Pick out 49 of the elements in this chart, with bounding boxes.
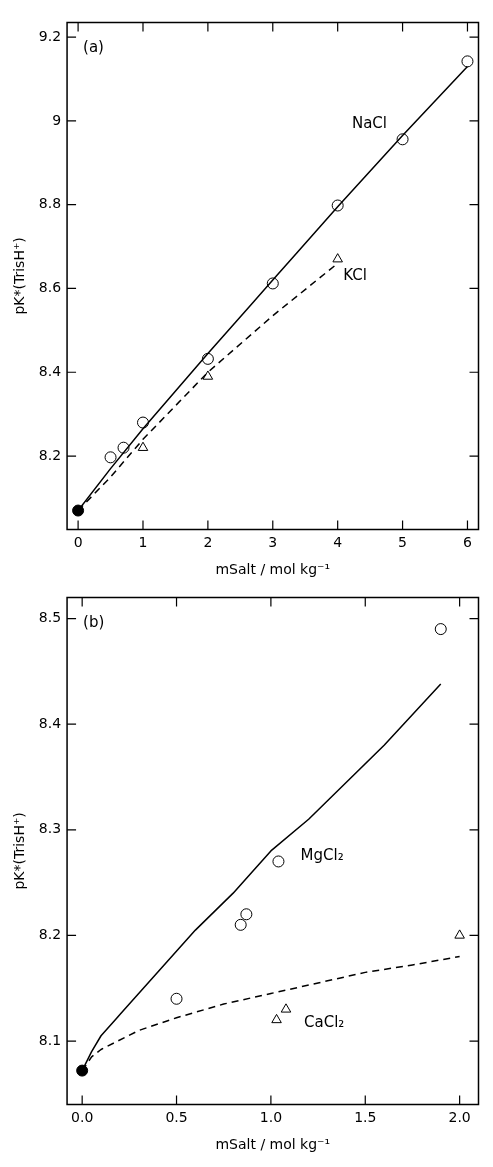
y-tick-label: 8.4: [38, 714, 62, 731]
y-tick-label: 8.3: [38, 820, 62, 837]
point: [104, 451, 117, 464]
x-tick-label: 0.0: [71, 1109, 94, 1126]
x-tick-label: 6: [463, 534, 473, 551]
x-axis-title: mSalt / mol kg⁻¹: [215, 1136, 331, 1153]
point: [202, 370, 214, 380]
point: [76, 1064, 89, 1077]
x-tick-label: 2.0: [448, 1109, 471, 1126]
x-axis-title: mSalt / mol kg⁻¹: [215, 561, 331, 578]
x-tick-label: 0.5: [165, 1109, 188, 1126]
x-tick-label: 2: [203, 534, 213, 551]
point: [271, 1013, 282, 1024]
y-tick-label: 8.4: [38, 362, 62, 379]
point: [72, 504, 85, 517]
text: (a): [83, 38, 104, 57]
x-tick-label: 0: [73, 534, 83, 551]
y-tick-label: 8.8: [38, 195, 62, 212]
point: [332, 253, 343, 263]
point: [240, 908, 253, 921]
point: [272, 855, 285, 868]
y-tick-label: 8.6: [38, 279, 62, 296]
y-axis-title: pK*(TrisH⁺): [11, 237, 28, 315]
point: [170, 992, 183, 1005]
annotation: NaCl: [351, 113, 387, 132]
annotation: MgCl₂: [300, 845, 344, 864]
point: [454, 929, 465, 939]
x-tick-label: 3: [268, 534, 278, 551]
x-tick-label: 4: [333, 534, 343, 551]
point: [137, 441, 149, 451]
x-tick-label: 1: [138, 534, 148, 551]
annotation: KCl: [343, 265, 367, 284]
point: [434, 623, 447, 636]
y-axis-title: pK*(TrisH⁺): [11, 812, 28, 890]
y-tick-label: 8.2: [38, 446, 62, 463]
point: [461, 55, 474, 68]
point: [280, 1003, 292, 1013]
x-tick-label: 5: [398, 534, 408, 551]
y-tick-label: 8.1: [38, 1031, 62, 1048]
y-tick-label: 8.2: [38, 926, 62, 943]
y-tick-label: 9: [52, 111, 62, 128]
x-tick-label: 1.5: [354, 1109, 377, 1126]
text: (b): [83, 613, 105, 632]
point: [136, 416, 149, 429]
x-tick-label: 1.0: [259, 1109, 283, 1126]
point: [234, 918, 247, 931]
y-tick-label: 8.5: [38, 609, 62, 626]
annotation: CaCl₂: [304, 1013, 345, 1032]
y-tick-label: 9.2: [38, 27, 62, 44]
